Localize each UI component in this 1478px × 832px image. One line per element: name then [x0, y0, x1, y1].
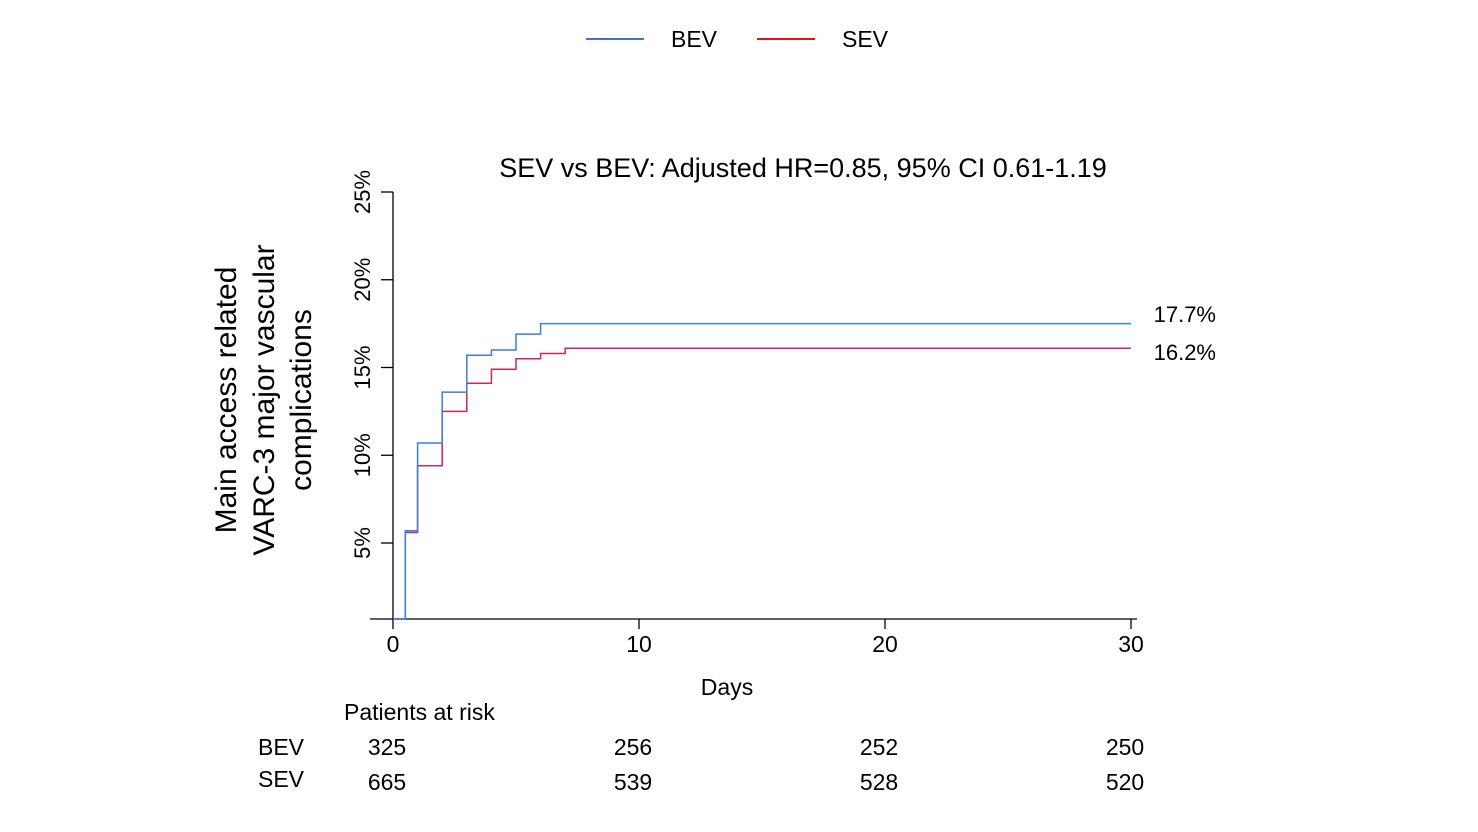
x-tick-label: 0 [387, 631, 400, 657]
y-axis-label-line: complications [285, 309, 318, 491]
risk-count: 520 [1106, 769, 1144, 795]
y-tick-label: 5% [350, 527, 375, 559]
y-axis-label-line: VARC-3 major vascular [248, 244, 281, 555]
x-tick-label: 20 [872, 631, 898, 657]
risk-row-label-sev: SEV [258, 766, 305, 792]
x-tick-label: 10 [626, 631, 652, 657]
y-tick-label: 10% [350, 433, 375, 477]
x-axis-label: Days [701, 674, 753, 700]
risk-count: 252 [860, 734, 898, 760]
y-tick-label: 15% [350, 345, 375, 389]
risk-count: 665 [368, 769, 406, 795]
series-line-bev [393, 322, 1131, 620]
risk-count: 250 [1106, 734, 1144, 760]
legend-label-bev: BEV [671, 26, 718, 52]
legend-label-sev: SEV [842, 26, 889, 52]
risk-count: 528 [860, 769, 898, 795]
end-label-sev: 16.2% [1154, 340, 1216, 365]
chart-title: SEV vs BEV: Adjusted HR=0.85, 95% CI 0.6… [499, 153, 1107, 183]
series-line-sev [393, 347, 1131, 620]
risk-count: 539 [614, 769, 652, 795]
risk-count: 256 [614, 734, 652, 760]
risk-row-label-bev: BEV [258, 734, 305, 760]
end-label-bev: 17.7% [1154, 302, 1216, 327]
y-tick-label: 20% [350, 258, 375, 302]
y-axis-label-line: Main access related [210, 267, 243, 534]
risk-table-title: Patients at risk [344, 699, 495, 725]
risk-count: 325 [368, 734, 406, 760]
x-tick-label: 30 [1118, 631, 1144, 657]
y-tick-label: 25% [350, 170, 375, 214]
